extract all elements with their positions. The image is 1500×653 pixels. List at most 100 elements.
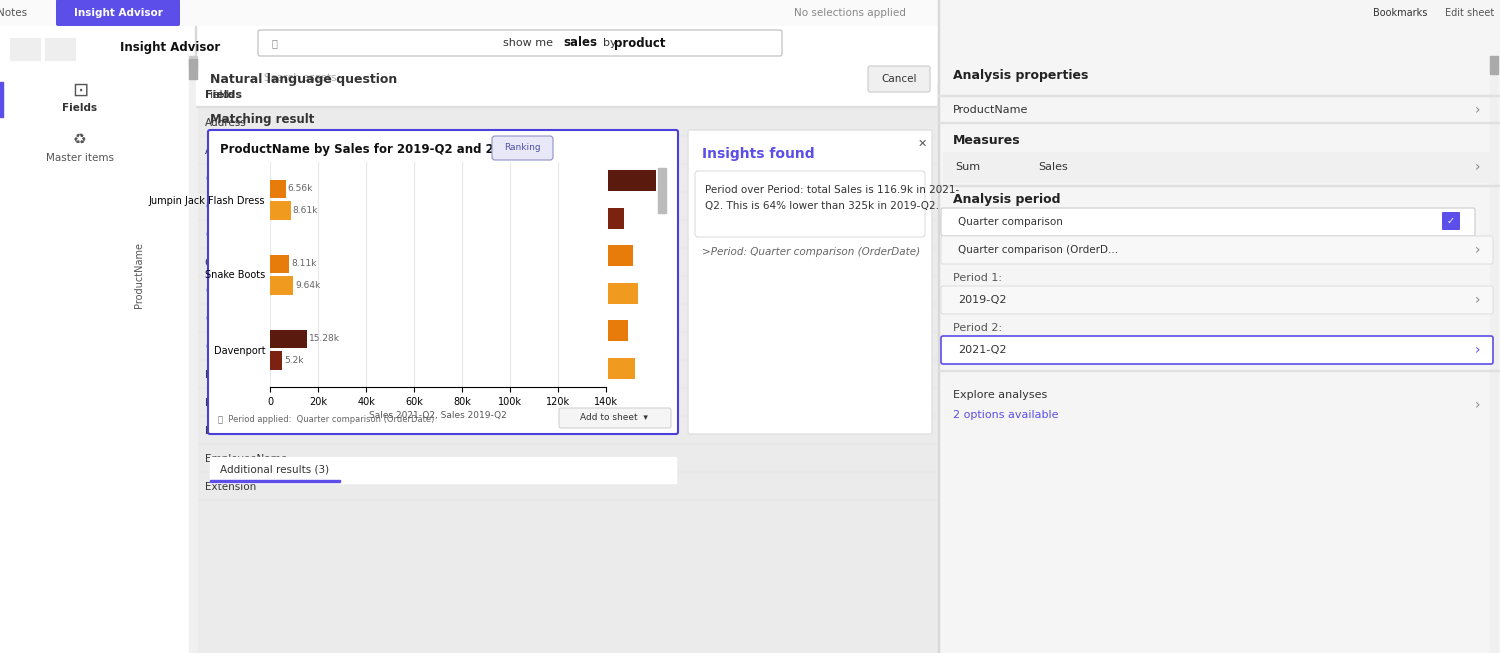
FancyBboxPatch shape [209, 130, 678, 434]
Text: Sales: Sales [1038, 162, 1068, 172]
Text: Discount: Discount [206, 426, 251, 436]
Text: Ranking: Ranking [504, 144, 540, 153]
Text: sales: sales [562, 37, 597, 50]
FancyBboxPatch shape [940, 208, 1474, 236]
Text: Natural language question: Natural language question [210, 74, 398, 86]
Text: Matching result: Matching result [210, 114, 315, 127]
Bar [189, 56, 196, 68]
Bar [270, 276, 292, 295]
Text: Fields: Fields [63, 103, 98, 113]
Text: ›: › [1474, 398, 1480, 412]
Text: Q2. This is 64% lower than 325k in 2019-Q2.: Q2. This is 64% lower than 325k in 2019-… [705, 201, 939, 211]
Bar [0, 26, 195, 653]
Text: CategoryName: CategoryName [206, 174, 284, 184]
Bar [608, 208, 624, 229]
Text: Date: Date [206, 370, 230, 380]
Text: 15.28k: 15.28k [309, 334, 339, 343]
Y-axis label: ProductName: ProductName [135, 242, 144, 308]
Bar [938, 185, 1500, 186]
FancyBboxPatch shape [940, 286, 1492, 314]
Bar [938, 370, 1500, 371]
Text: 6.56k: 6.56k [288, 184, 314, 193]
Text: City: City [206, 202, 225, 212]
Text: 2019-Q2: 2019-Q2 [958, 295, 1006, 305]
Text: Description: Description [206, 398, 264, 408]
Bar [0, 26, 1500, 82]
FancyBboxPatch shape [56, 0, 180, 26]
Text: 2 options available: 2 options available [952, 410, 1059, 420]
Bar [270, 351, 282, 370]
Bar [938, 95, 1500, 96]
Bar [938, 0, 1500, 653]
Bar [270, 180, 285, 199]
FancyBboxPatch shape [940, 236, 1492, 264]
Text: Notes: Notes [0, 8, 27, 18]
FancyBboxPatch shape [940, 336, 1492, 364]
Bar [0, 0, 1500, 26]
Text: ProductName: ProductName [952, 105, 1029, 115]
Text: ›: › [1474, 243, 1480, 257]
Bar [608, 321, 628, 341]
Text: Period 1:: Period 1: [952, 273, 1002, 283]
Bar [0, 0, 1500, 26]
Bar [608, 170, 656, 191]
Bar [270, 330, 306, 348]
Text: ›: › [1474, 293, 1480, 307]
Bar [658, 168, 666, 213]
Text: EmployeeName: EmployeeName [206, 454, 286, 464]
Bar [210, 457, 676, 483]
Text: ♻: ♻ [74, 133, 87, 148]
Text: Additional results (3): Additional results (3) [220, 464, 330, 474]
FancyBboxPatch shape [694, 171, 926, 237]
Text: Customer: Customer [206, 342, 257, 352]
Text: by: by [603, 38, 616, 48]
Bar [1490, 56, 1498, 653]
FancyBboxPatch shape [258, 30, 782, 56]
Text: ProductName by Sales for 2019-Q2 and 2021-Q2: ProductName by Sales for 2019-Q2 and 202… [220, 144, 542, 157]
Text: ⓘ  Period applied:  Quarter comparison (OrderDate): ⓘ Period applied: Quarter comparison (Or… [217, 415, 435, 424]
Text: ✓: ✓ [1448, 216, 1455, 226]
Bar [270, 255, 290, 273]
FancyBboxPatch shape [1442, 212, 1460, 230]
Bar [938, 122, 1500, 123]
Bar [608, 358, 634, 379]
Text: 5.2k: 5.2k [285, 356, 304, 364]
Text: >Period: Quarter comparison (OrderDate): >Period: Quarter comparison (OrderDate) [702, 247, 920, 257]
Text: Add to sheet  ▾: Add to sheet ▾ [580, 413, 648, 422]
Text: 9.64k: 9.64k [296, 281, 321, 290]
Bar [10, 38, 40, 60]
Bar [210, 480, 340, 482]
Text: Sum: Sum [956, 162, 981, 172]
Text: Insights found: Insights found [702, 147, 814, 161]
Text: Cancel: Cancel [882, 74, 916, 84]
Text: show me: show me [503, 38, 556, 48]
Text: 2021-Q2: 2021-Q2 [958, 345, 1006, 355]
X-axis label: Sales 2021-Q2, Sales 2019-Q2: Sales 2021-Q2, Sales 2019-Q2 [369, 411, 507, 420]
FancyBboxPatch shape [688, 130, 932, 434]
Text: Search assets: Search assets [264, 73, 336, 83]
Text: Analysis properties: Analysis properties [952, 69, 1089, 82]
Text: Period 2:: Period 2: [952, 323, 1002, 333]
Bar [189, 56, 196, 653]
Text: ›: › [1474, 160, 1480, 174]
Text: Edit sheet: Edit sheet [1446, 8, 1494, 18]
Text: Insight Advisor: Insight Advisor [74, 8, 162, 18]
FancyBboxPatch shape [560, 408, 670, 428]
Text: No selections applied: No selections applied [794, 8, 906, 18]
Bar [196, 56, 936, 106]
Text: ›: › [1474, 103, 1480, 117]
Text: Explore analyses: Explore analyses [952, 390, 1047, 400]
Text: Fields: Fields [206, 90, 234, 100]
Text: Insight Advisor: Insight Advisor [120, 42, 220, 54]
Text: ✕: ✕ [918, 139, 927, 149]
Bar [45, 38, 75, 60]
Bar [1490, 56, 1498, 74]
Bar [608, 246, 633, 266]
Text: AverageCallSatisfaction: AverageCallSatisfaction [206, 146, 328, 156]
Bar [944, 152, 1492, 182]
Bar [196, 106, 936, 107]
Bar [196, 68, 936, 69]
Bar [608, 283, 638, 304]
Text: ContactName: ContactName [206, 230, 276, 240]
Bar [189, 59, 196, 79]
